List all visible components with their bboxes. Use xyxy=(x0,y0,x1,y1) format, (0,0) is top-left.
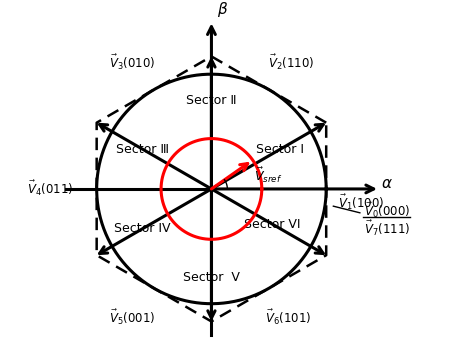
Text: $\vec{V}_6(101)$: $\vec{V}_6(101)$ xyxy=(264,308,311,327)
Text: $\vec{V}_3(010)$: $\vec{V}_3(010)$ xyxy=(108,53,155,72)
Text: Sector Ⅱ: Sector Ⅱ xyxy=(186,94,236,107)
Text: Sector IV: Sector IV xyxy=(114,222,171,235)
Text: $\vec{V}_1(100)$: $\vec{V}_1(100)$ xyxy=(337,193,384,212)
Text: $\vec{V}_2(110)$: $\vec{V}_2(110)$ xyxy=(267,53,313,72)
Text: $\vec{V}_4(011)$: $\vec{V}_4(011)$ xyxy=(26,179,73,198)
Text: $\vec{V}_5(001)$: $\vec{V}_5(001)$ xyxy=(108,308,155,327)
Text: Sector Ⅲ: Sector Ⅲ xyxy=(116,143,169,156)
Text: $\beta$: $\beta$ xyxy=(216,0,228,19)
Text: $\vec{V}_{sref}$: $\vec{V}_{sref}$ xyxy=(254,166,282,185)
Text: $\alpha$: $\alpha$ xyxy=(380,176,392,191)
Text: Sector I: Sector I xyxy=(256,143,303,156)
Text: Sector VI: Sector VI xyxy=(243,218,300,230)
Text: Sector  V: Sector V xyxy=(182,271,239,284)
Text: $\vec{V}_0(000)$: $\vec{V}_0(000)$ xyxy=(363,201,410,220)
Text: $\vec{V}_7(111)$: $\vec{V}_7(111)$ xyxy=(363,219,410,238)
